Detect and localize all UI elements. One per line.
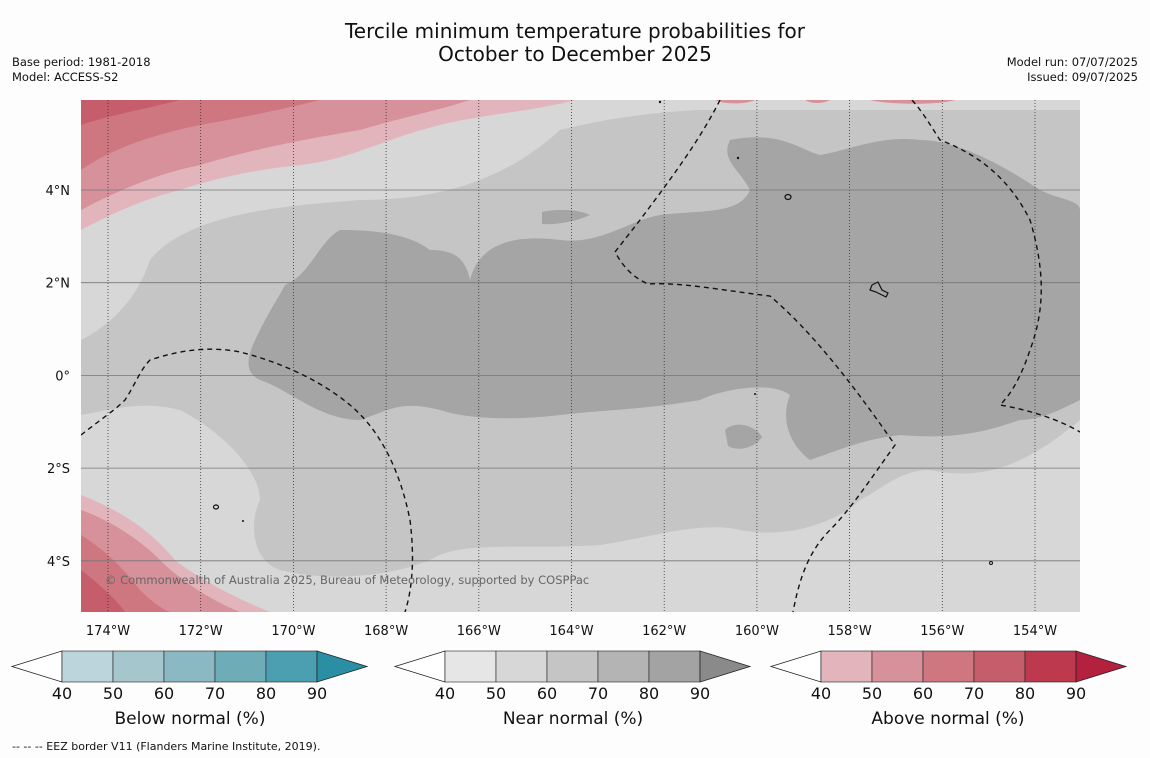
longitude-label: 174°W xyxy=(86,624,130,639)
legend-extend-low xyxy=(769,650,822,683)
latitude-label: 0° xyxy=(55,369,70,384)
island-dot xyxy=(754,393,756,395)
legend-color-segment xyxy=(820,650,873,683)
meta-right: Model run: 07/07/2025 Issued: 09/07/2025 xyxy=(1007,55,1138,85)
eez-border-line xyxy=(911,100,1080,433)
legend-color-segment xyxy=(973,650,1026,683)
legend-colorbar: 40 50 60 70 80 90 xyxy=(10,650,369,703)
near-normal-50-patch xyxy=(885,485,972,515)
latitude-label: 2°S xyxy=(47,462,70,477)
legend-extend-high xyxy=(1075,650,1128,683)
legend-tick-label: 70 xyxy=(964,684,984,703)
legend-tick-label: 90 xyxy=(690,684,710,703)
legend-color-segment xyxy=(61,650,114,683)
legend-tick-label: 80 xyxy=(639,684,659,703)
longitude-label: 166°W xyxy=(457,624,501,639)
longitude-label: 172°W xyxy=(179,624,223,639)
above-normal-70-region xyxy=(81,100,180,125)
legend-extend-high xyxy=(699,650,752,683)
legend-tick-label: 50 xyxy=(103,684,123,703)
legend-title-below: Below normal (%) xyxy=(114,709,266,729)
latitude-label: 4°N xyxy=(46,184,71,199)
longitude-label: 154°W xyxy=(1013,624,1057,639)
map-shading xyxy=(81,100,1080,612)
near-normal-70-patch xyxy=(725,424,762,449)
gridlines xyxy=(81,100,1080,612)
base-period-text: Base period: 1981-2018 xyxy=(12,55,151,69)
longitude-label: 156°W xyxy=(920,624,964,639)
legend-tick-label: 40 xyxy=(435,684,455,703)
near-normal-70-patch xyxy=(542,209,590,225)
legend-color-segment xyxy=(871,650,924,683)
legend-tick-label: 50 xyxy=(862,684,882,703)
legend-color-segment xyxy=(597,650,650,683)
footnote: -- -- -- EEZ border V11 (Flanders Marine… xyxy=(12,740,321,753)
legend-color-segment xyxy=(214,650,267,683)
legend-tick-label: 70 xyxy=(588,684,608,703)
issued-text: Issued: 09/07/2025 xyxy=(1027,70,1138,84)
legend-color-segment xyxy=(922,650,975,683)
legend-extend-high xyxy=(316,650,369,683)
legend-tick-label: 80 xyxy=(256,684,276,703)
legend-colorbar: 40 50 60 70 80 90 xyxy=(393,650,752,703)
legend-title-above: Above normal (%) xyxy=(871,709,1025,729)
latitude-label: 4°S xyxy=(47,555,70,570)
legend-extend-low xyxy=(393,650,446,683)
island-outline xyxy=(784,193,792,201)
legend-color-segment xyxy=(648,650,701,683)
longitude-label: 160°W xyxy=(735,624,779,639)
copyright-text: © Commonwealth of Australia 2025, Bureau… xyxy=(105,573,589,587)
model-run-text: Model run: 07/07/2025 xyxy=(1006,55,1138,69)
legend-tick-label: 60 xyxy=(913,684,933,703)
island-dot xyxy=(989,561,993,565)
legend-tick-label: 80 xyxy=(1015,684,1035,703)
legend-tick-label: 70 xyxy=(205,684,225,703)
legend-tick-label: 50 xyxy=(486,684,506,703)
eez-border-line xyxy=(614,100,896,612)
legend-extend-low xyxy=(10,650,63,683)
legend-tick-label: 40 xyxy=(811,684,831,703)
longitude-label: 168°W xyxy=(364,624,408,639)
above-normal-patch xyxy=(805,100,830,103)
island-dot xyxy=(736,156,740,160)
legend-colorbar: 40 50 60 70 80 90 xyxy=(769,650,1128,703)
legend-tick-label: 40 xyxy=(52,684,72,703)
above-normal-patch xyxy=(870,100,955,104)
longitude-labels: 174°W 172°W 170°W 168°W 166°W 164°W 162°W 160°W… xyxy=(86,624,1057,639)
longitude-label: 170°W xyxy=(271,624,315,639)
model-text: Model: ACCESS-S2 xyxy=(12,70,119,84)
legend-tick-label: 60 xyxy=(154,684,174,703)
legend-colorbars: 40 50 60 70 80 90 40 50 60 70 80 90 40 50 60 70 80 90 xyxy=(10,650,1128,703)
longitude-label: 158°W xyxy=(828,624,872,639)
above-normal-70-region xyxy=(81,570,125,612)
legend-tick-label: 90 xyxy=(1066,684,1086,703)
island-outline xyxy=(212,504,220,510)
longitude-label: 162°W xyxy=(642,624,686,639)
legend-color-segment xyxy=(444,650,497,683)
legend-color-segment xyxy=(546,650,599,683)
legend-title-near: Near normal (%) xyxy=(502,709,644,729)
island-dot xyxy=(658,100,662,104)
map-title-line2: October to December 2025 xyxy=(438,42,712,66)
island-dot xyxy=(242,520,244,522)
legend-color-segment xyxy=(112,650,165,683)
latitude-label: 2°N xyxy=(46,277,71,292)
eez-border-line xyxy=(81,348,414,612)
island-outline xyxy=(869,281,889,298)
near-normal-50-patch xyxy=(995,532,1032,557)
longitude-label: 164°W xyxy=(549,624,593,639)
legend-color-segment xyxy=(163,650,216,683)
legend-color-segment xyxy=(1024,650,1077,683)
legend-tick-label: 60 xyxy=(537,684,557,703)
above-normal-patch xyxy=(715,100,755,104)
legend-color-segment xyxy=(265,650,318,683)
latitude-labels: 4°N 2°N 0° 2°S 4°S xyxy=(46,184,71,570)
meta-left: Base period: 1981-2018 Model: ACCESS-S2 xyxy=(12,55,151,85)
above-normal-60-region xyxy=(81,100,320,170)
legend-color-segment xyxy=(495,650,548,683)
legend-tick-label: 90 xyxy=(307,684,327,703)
map-title-line1: Tercile minimum temperature probabilitie… xyxy=(344,19,806,43)
